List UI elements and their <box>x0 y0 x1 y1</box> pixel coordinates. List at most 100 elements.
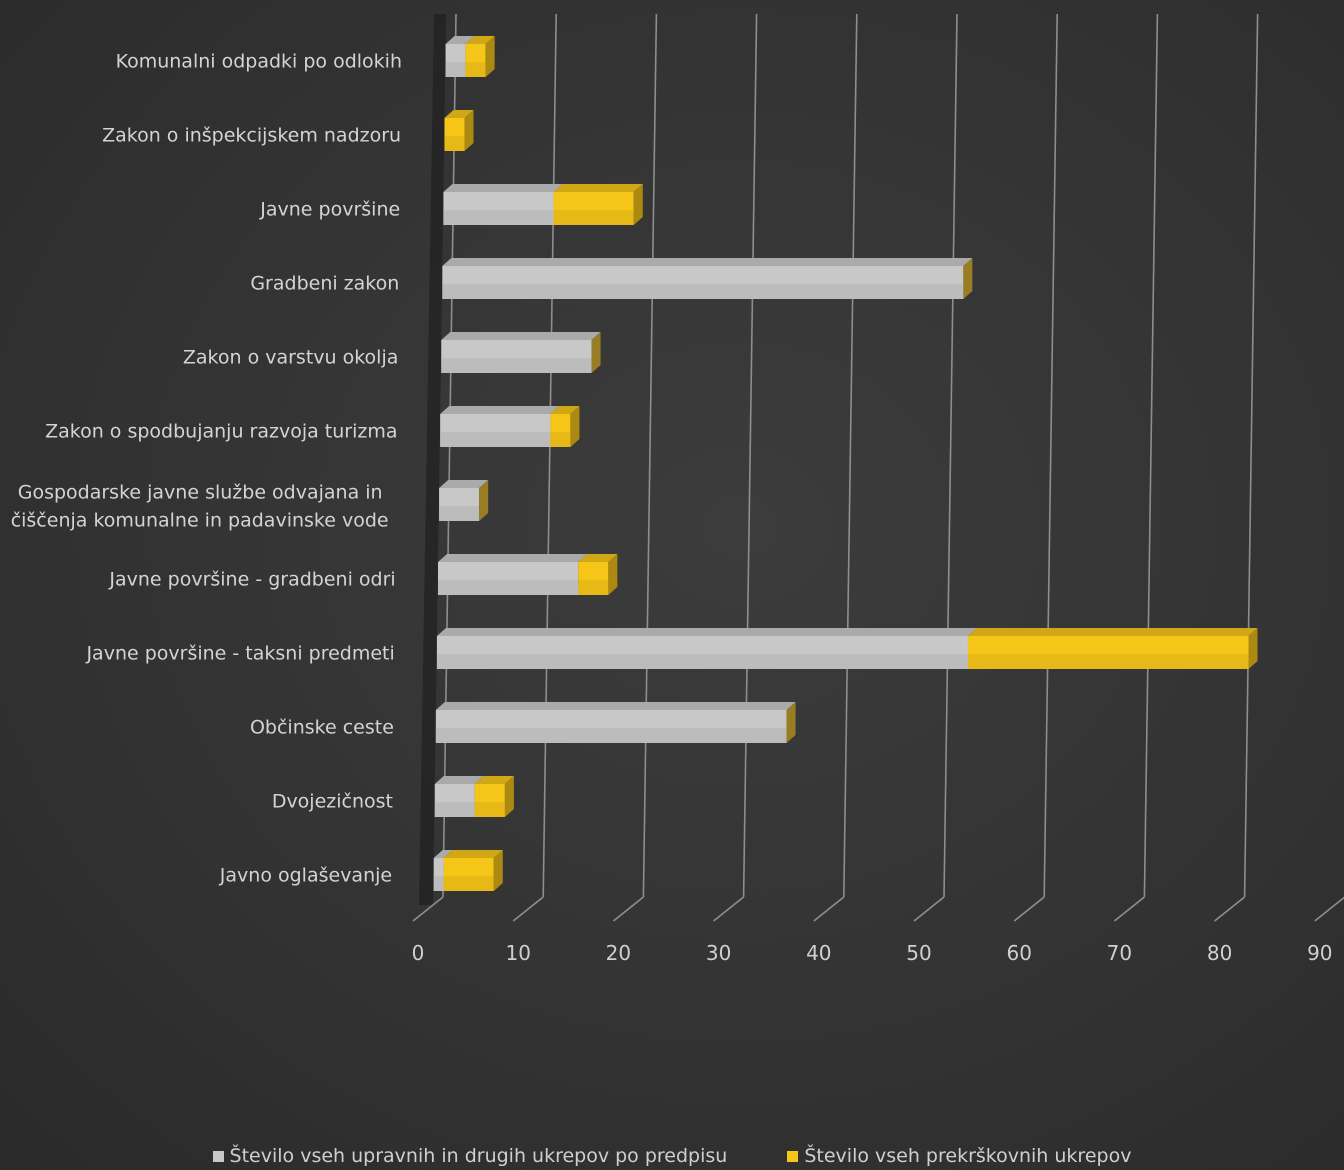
bar-side-face <box>479 480 489 521</box>
gridline <box>642 13 658 898</box>
bar-gray <box>440 406 560 447</box>
bar-top-face <box>443 850 503 858</box>
x-tick-label: 0 <box>412 941 425 965</box>
bar-side-face <box>786 702 796 743</box>
category-label: Občinske ceste <box>250 717 394 739</box>
grid-layer <box>412 13 1344 922</box>
bar-gray <box>443 184 563 225</box>
bar-front-shade <box>967 654 1249 669</box>
bar-gray <box>441 332 601 373</box>
bar-gray <box>439 480 489 521</box>
bar-side-face <box>591 332 601 373</box>
bar-gray <box>433 850 453 891</box>
bar-front-shade <box>445 62 466 77</box>
gridline-floor <box>813 896 845 922</box>
bar-top-face <box>553 184 643 192</box>
bar-yellow <box>474 776 514 817</box>
category-label: Dvojezičnost <box>272 791 393 813</box>
legend-item-yellow: Število vseh prekrškovnih ukrepov <box>787 1142 1131 1170</box>
bar-side-face <box>464 110 474 151</box>
bar-front-shade <box>443 876 494 891</box>
gridline-floor <box>1214 896 1246 922</box>
bar-top-face <box>433 850 453 858</box>
bar-front-shade <box>474 802 505 817</box>
bar-front-shade <box>444 136 465 151</box>
x-tick-label: 40 <box>806 941 831 965</box>
bar-front-shade <box>550 432 571 447</box>
x-tick-label: 90 <box>1307 941 1332 965</box>
x-tick-label: 80 <box>1207 941 1232 965</box>
bar-top-face <box>438 554 588 562</box>
gridline <box>742 13 758 898</box>
bar-top-face <box>465 36 495 44</box>
legend-label-yellow: Število vseh prekrškovnih ukrepov <box>804 1145 1132 1167</box>
gridline-floor <box>412 896 444 922</box>
gridline-floor <box>913 896 945 922</box>
category-label: Zakon o varstvu okolja <box>183 347 399 369</box>
category-label: Zakon o spodbujanju razvoja turizma <box>45 421 397 443</box>
bar-top-face <box>967 628 1258 636</box>
category-label: Gospodarske javne službe odvajana in čišč… <box>11 482 389 532</box>
category-label: Javno oglaševanje <box>219 865 392 887</box>
bar-gray <box>445 36 475 77</box>
bar-front-shade <box>436 654 968 669</box>
bar-gray <box>436 628 977 669</box>
bar-front-shade <box>465 62 486 77</box>
bar-front-shade <box>578 580 609 595</box>
bar-top-face <box>434 776 484 784</box>
category-label: Javne površine - gradbeni odri <box>108 569 395 591</box>
bar-front-shade <box>440 432 551 447</box>
bar-yellow <box>553 184 643 225</box>
bar-side-face <box>1248 628 1258 669</box>
legend-swatch-gray <box>212 1150 224 1162</box>
bar-side-face <box>504 776 514 817</box>
gridline-floor <box>1314 896 1344 922</box>
bar-top-face <box>474 776 514 784</box>
x-tick-label: 30 <box>706 941 731 965</box>
bar-front-shade <box>442 284 964 299</box>
x-tick-label: 70 <box>1107 941 1132 965</box>
bar-side-face <box>963 258 973 299</box>
category-label: Gradbeni zakon <box>250 273 399 295</box>
x-tick-label: 50 <box>906 941 931 965</box>
bar-gray <box>434 776 484 817</box>
bar-front-shade <box>434 802 475 817</box>
bar-top-face <box>550 406 580 414</box>
axis-wall <box>419 14 446 905</box>
bar-front-shade <box>443 210 554 225</box>
category-label: Komunalni odpadki po odlokih <box>116 51 402 73</box>
bar-top-face <box>440 406 560 414</box>
legend-swatch-yellow <box>787 1150 799 1162</box>
legend-item-gray: Število vseh upravnih in drugih ukrepov … <box>212 1142 728 1170</box>
bar-gray <box>435 702 796 743</box>
bar-yellow <box>443 850 503 891</box>
x-axis-ticks: 0 10 20 30 40 50 60 70 80 90 <box>412 941 1333 965</box>
gridline-floor <box>713 896 745 922</box>
gridline <box>542 13 557 898</box>
gridline <box>1243 13 1259 898</box>
category-labels: Komunalni odpadki po odlokih Zakon o inšp… <box>11 51 402 887</box>
category-label: Javne površine - taksni predmeti <box>85 643 394 665</box>
gridline <box>943 13 958 898</box>
category-label-line: Gospodarske javne službe odvajana in <box>18 482 383 504</box>
bar-top-face <box>442 258 973 266</box>
bar-top-face <box>445 36 475 44</box>
bar-front-shade <box>433 876 444 891</box>
legend-label-gray: Število vseh upravnih in drugih ukrepov … <box>229 1145 728 1167</box>
gridline <box>1143 13 1159 898</box>
bar-yellow <box>578 554 618 595</box>
category-label: Zakon o inšpekcijskem nadzoru <box>102 125 401 147</box>
bar-top-face <box>443 184 563 192</box>
bar-side-face <box>608 554 618 595</box>
bar-side-face <box>493 850 503 891</box>
bar-side-face <box>633 184 643 225</box>
gridline <box>442 13 457 898</box>
bar-top-face <box>444 110 474 118</box>
bar-side-face <box>570 406 580 447</box>
bar-gray <box>438 554 588 595</box>
gridline <box>843 13 858 898</box>
bar-yellow <box>967 628 1258 669</box>
x-tick-label: 10 <box>505 941 530 965</box>
bar-top-face <box>441 332 601 340</box>
